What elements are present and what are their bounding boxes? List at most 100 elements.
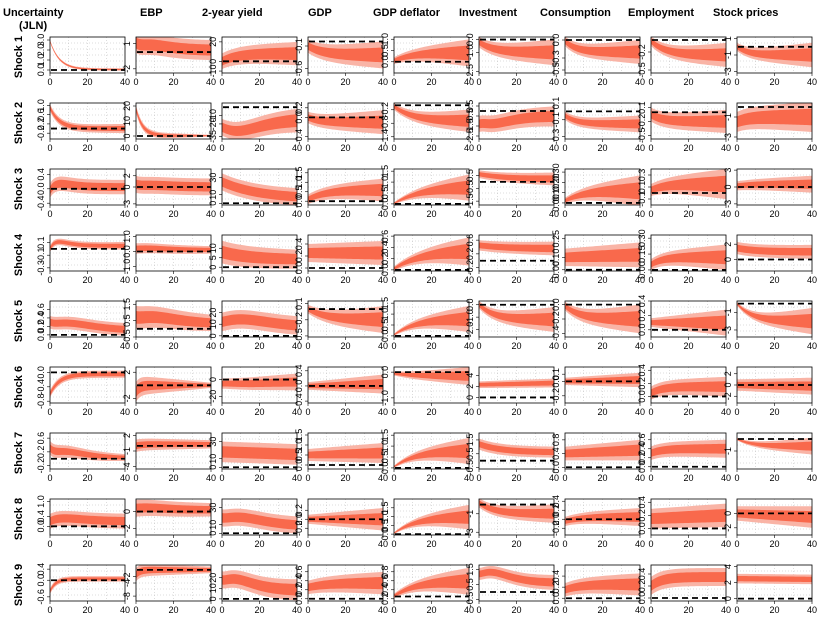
band-68 — [651, 175, 726, 194]
x-tick-label: 40 — [721, 539, 731, 549]
panel: -0.6 -0.1 0 20 40 — [294, 36, 388, 87]
x-tick-label: 40 — [807, 77, 817, 87]
x-tick-label: 40 — [206, 605, 216, 615]
x-tick-label: 20 — [340, 407, 350, 417]
x-tick-label: 0 — [391, 605, 396, 615]
x-tick-label: 0 — [219, 605, 224, 615]
x-tick-label: 20 — [426, 407, 436, 417]
x-tick-label: 20 — [511, 341, 521, 351]
y-tick-label: 0.2 — [465, 248, 475, 261]
y-tick-label: 0.8 — [551, 434, 561, 447]
panel: -0.4 0.00.2 0 20 40 — [294, 102, 388, 153]
y-tick-label: 0.4 — [294, 365, 304, 378]
y-tick-label: 0.0 — [551, 375, 561, 388]
y-tick-label: 0.4 — [36, 168, 46, 181]
x-tick-label: 0 — [476, 143, 481, 153]
y-tick-label: 0.0 — [36, 520, 46, 533]
x-tick-label: 40 — [549, 407, 559, 417]
x-tick-label: 0 — [734, 77, 739, 87]
band-68 — [479, 110, 554, 129]
y-tick-label: -1 — [122, 447, 132, 455]
x-tick-label: 20 — [683, 275, 693, 285]
y-tick-label: 0.2 — [380, 592, 390, 605]
x-tick-label: 0 — [305, 341, 310, 351]
y-tick-label: 0.2 — [36, 320, 46, 333]
y-tick-label: 0.0 — [36, 329, 46, 342]
x-tick-label: 40 — [807, 209, 817, 219]
band-68 — [222, 446, 297, 461]
x-tick-label: 20 — [168, 407, 178, 417]
x-tick-label: 20 — [340, 143, 350, 153]
panel: -8 -4-2 0 20 40 — [122, 564, 216, 615]
y-tick-label: -3 — [723, 326, 733, 334]
y-tick-label: -0.2 — [36, 125, 46, 141]
band-68 — [308, 42, 383, 63]
x-tick-label: 40 — [378, 143, 388, 153]
row-title: Shock 4 — [13, 233, 25, 276]
y-tick-label: -0.4 — [551, 326, 561, 342]
y-tick-label: 1.5 — [465, 434, 475, 447]
y-tick-label: -0.5 — [637, 62, 647, 78]
x-tick-label: 40 — [120, 275, 130, 285]
x-tick-label: 0 — [562, 275, 567, 285]
x-tick-label: 40 — [120, 605, 130, 615]
y-tick-label: 1 — [723, 36, 733, 41]
x-tick-label: 20 — [769, 407, 779, 417]
y-tick-label: 0.1 — [637, 101, 647, 114]
y-tick-label: 0.0 — [36, 183, 46, 196]
x-tick-label: 0 — [391, 143, 396, 153]
y-tick-label: 0 — [208, 265, 218, 270]
x-tick-label: 0 — [562, 341, 567, 351]
x-tick-label: 0 — [219, 539, 224, 549]
y-tick-label: 1.0 — [380, 33, 390, 46]
x-tick-label: 40 — [635, 539, 645, 549]
x-tick-label: 0 — [133, 143, 138, 153]
band-68 — [222, 574, 297, 596]
y-tick-label: 0 — [208, 596, 218, 601]
x-tick-label: 0 — [133, 605, 138, 615]
panel: 0.00.20.40.6 0 20 40 — [36, 300, 130, 351]
x-tick-label: 40 — [292, 77, 302, 87]
y-tick-label: -0.4 — [36, 379, 46, 395]
x-tick-label: 0 — [734, 407, 739, 417]
band-68 — [308, 183, 383, 202]
band-68 — [222, 47, 297, 66]
y-tick-label: 0.0 — [380, 528, 390, 541]
x-tick-label: 40 — [549, 77, 559, 87]
y-tick-label: 20 — [208, 37, 218, 47]
y-tick-label: 30 — [208, 437, 218, 447]
y-tick-label: 30 — [208, 173, 218, 183]
x-tick-label: 20 — [340, 539, 350, 549]
y-tick-label: 0.20 — [551, 174, 561, 192]
panel: 020 20 40 — [723, 234, 817, 285]
panel: -2.0-1.00.00 20 40 — [465, 298, 559, 351]
x-tick-label: 20 — [511, 209, 521, 219]
y-tick-label: 0.0 — [36, 64, 46, 77]
x-tick-label: 0 — [648, 143, 653, 153]
y-tick-label: 0.0 — [122, 245, 132, 258]
y-tick-label: 0.4 — [551, 570, 561, 583]
x-tick-label: 20 — [683, 539, 693, 549]
band-68 — [737, 108, 812, 128]
x-tick-label: 0 — [562, 473, 567, 483]
y-tick-label: 2 — [122, 433, 132, 438]
y-tick-label: -2 — [122, 572, 132, 580]
x-tick-label: 40 — [549, 341, 559, 351]
x-tick-label: 40 — [292, 143, 302, 153]
y-tick-label: -0.4 — [294, 393, 304, 409]
x-tick-label: 20 — [254, 77, 264, 87]
y-tick-label: 0.4 — [551, 495, 561, 508]
y-tick-label: -0.2 — [465, 260, 475, 276]
x-tick-label: 40 — [635, 341, 645, 351]
y-tick-label: 3 — [723, 168, 733, 173]
x-tick-label: 0 — [562, 143, 567, 153]
band-68 — [737, 381, 812, 391]
panel: -0.5 -0.2 0 20 40 — [637, 36, 731, 87]
band-68 — [651, 315, 726, 330]
y-tick-label: 0.2 — [294, 504, 304, 517]
x-tick-label: 40 — [206, 77, 216, 87]
band-68 — [394, 510, 469, 534]
x-tick-label: 40 — [120, 407, 130, 417]
x-tick-label: 0 — [305, 407, 310, 417]
